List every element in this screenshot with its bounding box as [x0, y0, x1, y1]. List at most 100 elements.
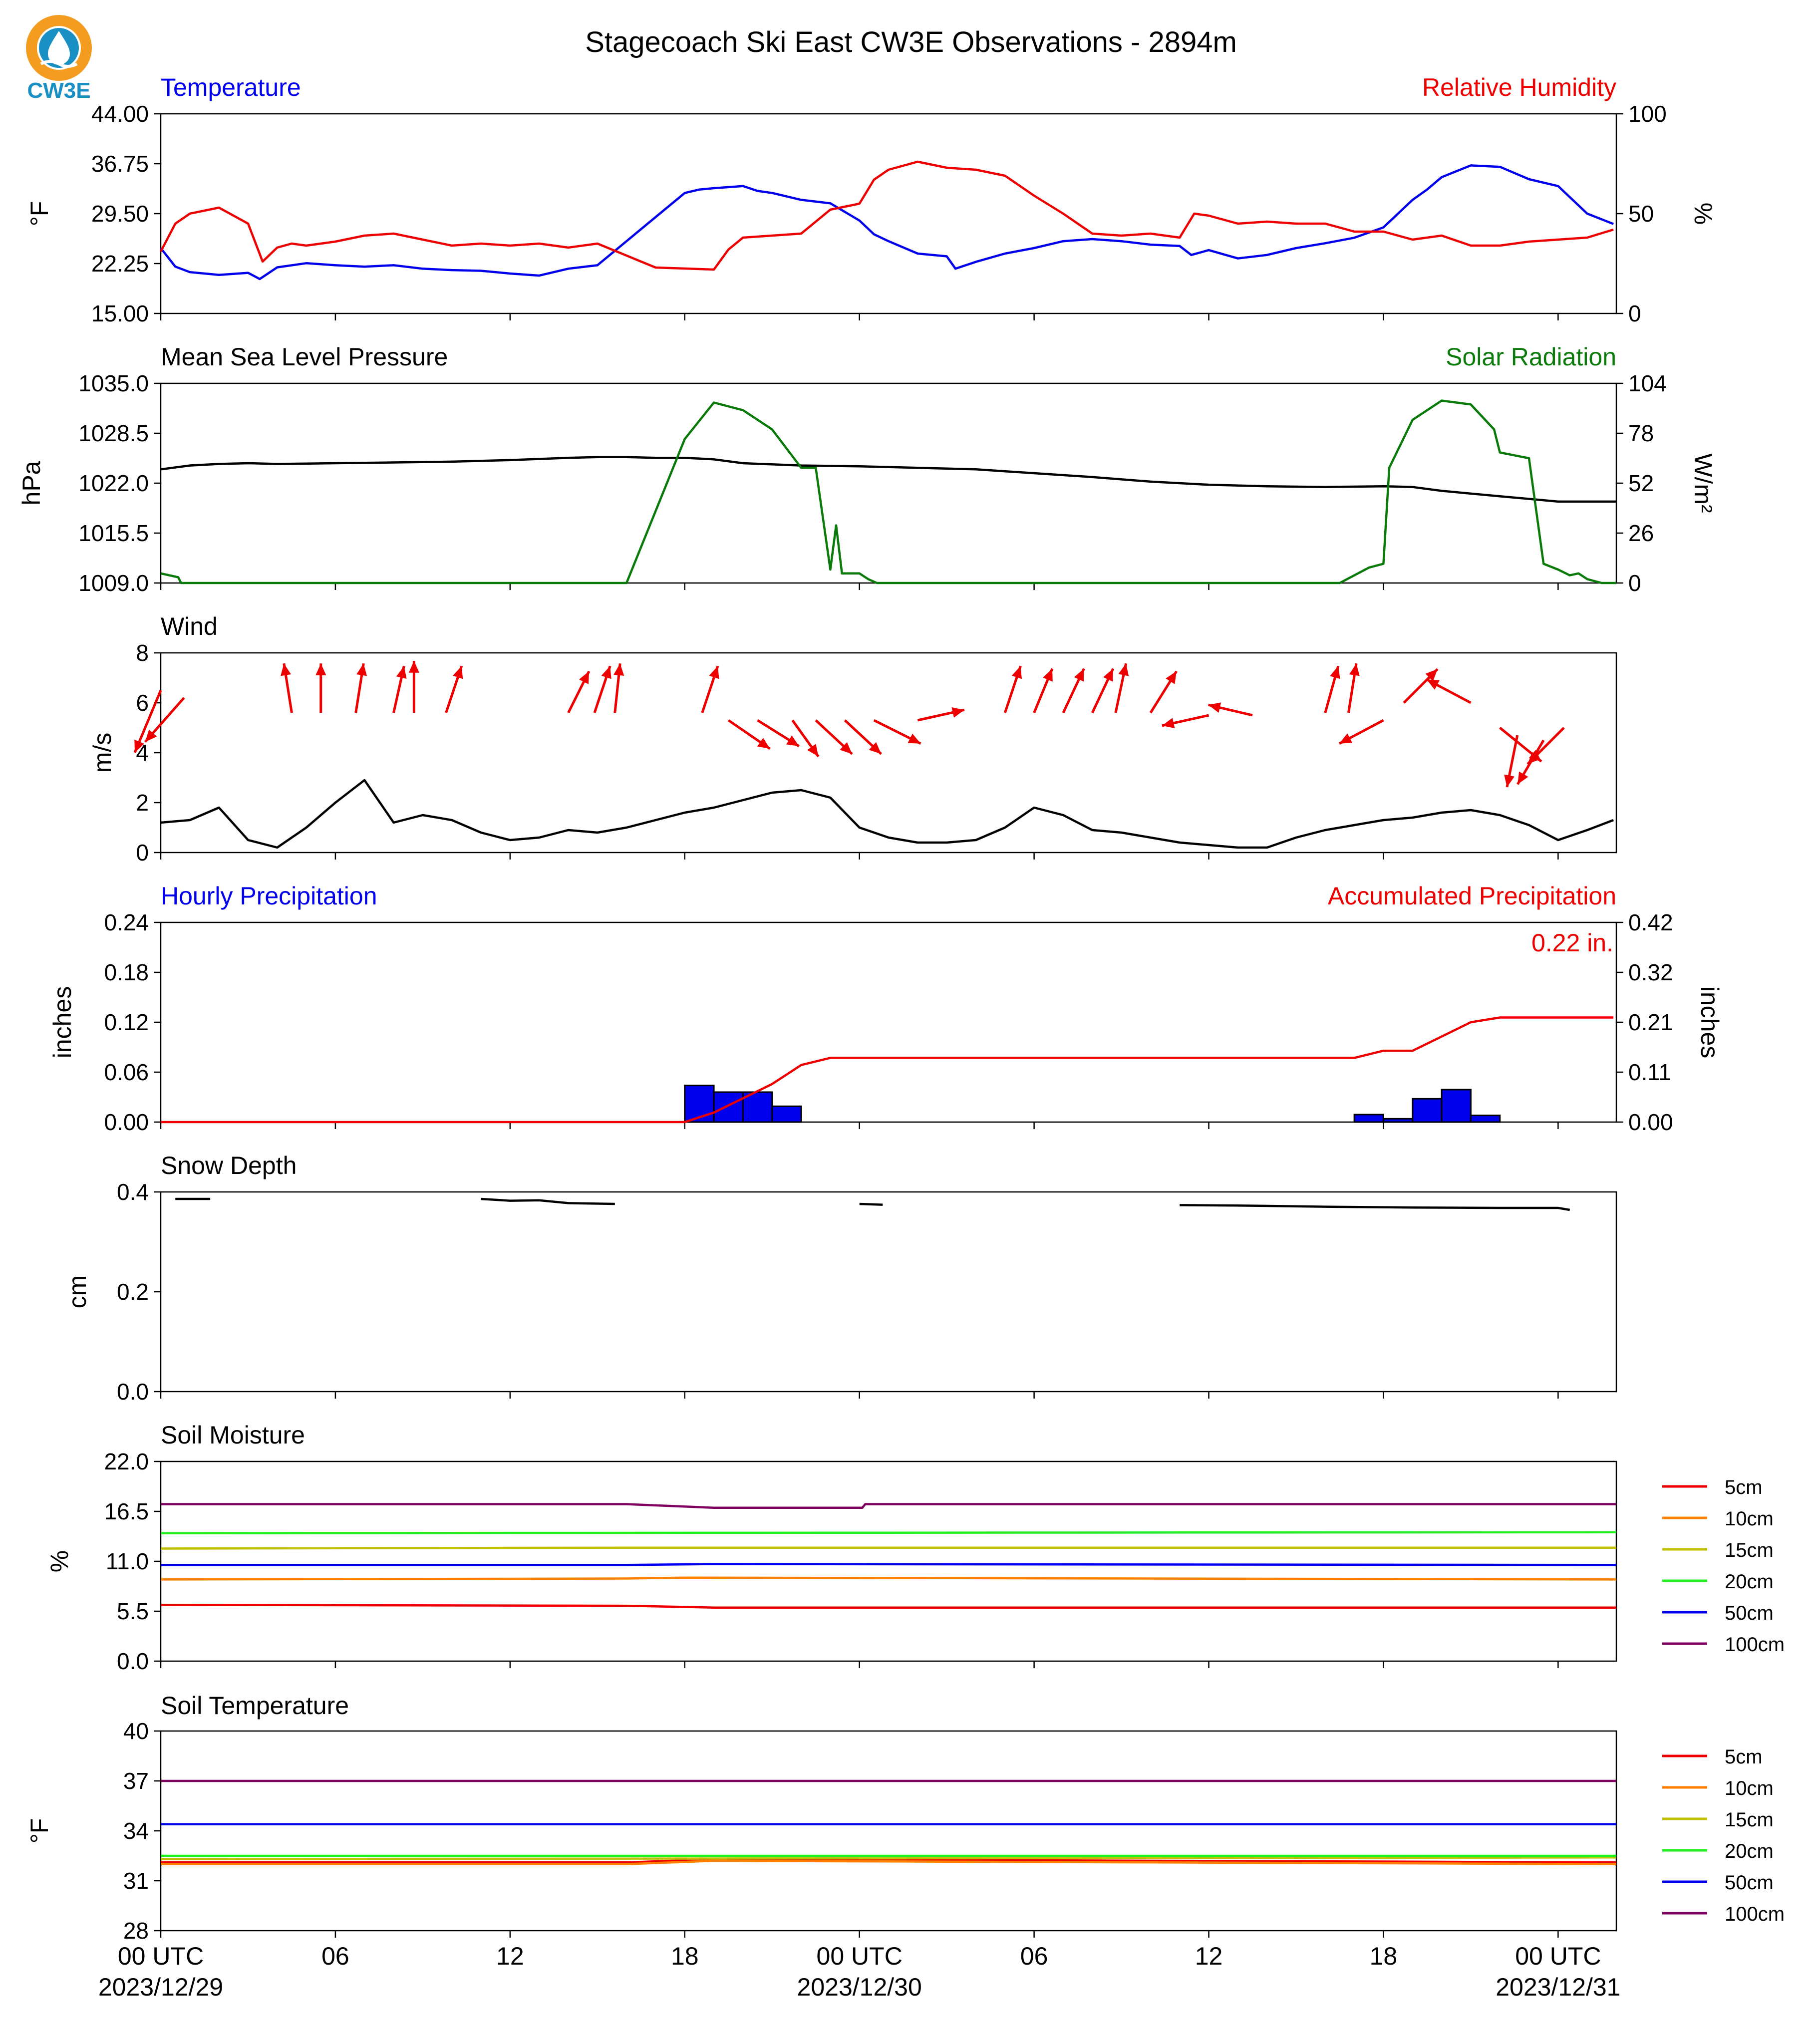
series-line-10cm: [160, 1576, 1617, 1581]
wind-arrow-head-icon: [396, 666, 407, 679]
wind-arrow-head-icon: [1425, 669, 1438, 681]
series-line-20cm: [160, 1531, 1617, 1534]
y-tick-label: 40: [123, 1718, 149, 1744]
wind-arrow-head-icon: [613, 663, 624, 676]
panel-precipitation: Hourly Precipitation Accumulated Precipi…: [48, 882, 1724, 1135]
wind-arrow-head-icon: [1339, 733, 1352, 744]
wind-arrow-head-icon: [908, 733, 921, 744]
wind-arrow-head-icon: [840, 742, 852, 754]
panel-title-hourly-precip: Hourly Precipitation: [161, 882, 377, 910]
y-tick-label: 8: [136, 640, 149, 666]
y-axis-label: m/s: [88, 733, 116, 773]
y-tick-label-right: 0.42: [1628, 909, 1673, 935]
series-line-temperature: [160, 164, 1614, 281]
plot-frame: [160, 382, 1617, 584]
snow-depth-segment: [481, 1197, 615, 1205]
y-tick-label: 0.0: [117, 1648, 149, 1674]
y-tick-label: 15.00: [91, 300, 149, 326]
precip-bar: [771, 1105, 802, 1123]
y-tick-label: 34: [123, 1818, 149, 1844]
y-tick-label: 16.5: [104, 1498, 149, 1524]
precip-bar: [1470, 1115, 1501, 1123]
legend-label: 15cm: [1725, 1809, 1774, 1831]
wind-arrow-head-icon: [356, 663, 367, 676]
y-tick-label: 0.0: [117, 1379, 149, 1405]
y-tick-label: 11.0: [106, 1548, 149, 1574]
wind-arrow-head-icon: [453, 666, 463, 679]
wind-arrow-head-icon: [281, 663, 291, 676]
logo-wave: [40, 60, 78, 68]
x-tick-label: 00 UTC: [817, 1942, 903, 1970]
logo-ring: [26, 15, 92, 81]
series-line-50cm: [161, 1563, 1617, 1566]
y-tick-label-right: 0: [1628, 570, 1641, 596]
y-axis-label-right: W/m²: [1689, 453, 1717, 513]
y-tick-label-right: 0.32: [1628, 959, 1673, 985]
wind-arrow-head-icon: [1208, 702, 1221, 713]
panel-snow-depth: Snow Depth cm 0.0 0.2 0.4: [63, 1152, 1617, 1405]
x-tick-label: 00 UTC: [118, 1942, 204, 1970]
panel-title-wind: Wind: [161, 612, 218, 640]
series-line-15cm: [160, 1856, 1617, 1860]
y-tick-label: 1009.0: [78, 570, 149, 596]
y-tick-label-right: 0.00: [1628, 1109, 1673, 1135]
x-tick-label: 12: [1195, 1942, 1223, 1970]
legend-label: 10cm: [1725, 1508, 1774, 1530]
cw3e-logo: CW3E: [26, 15, 92, 103]
y-tick-label: 0.24: [104, 909, 149, 935]
series-line-mean-sea-level-pressure: [160, 456, 1616, 503]
x-tick-label: 06: [321, 1942, 349, 1970]
y-tick-label: 0: [136, 840, 149, 866]
panel-title-accumulated-precip: Accumulated Precipitation: [1328, 882, 1616, 910]
precip-bar: [1441, 1089, 1472, 1123]
panel-title-soil-temperature: Soil Temperature: [161, 1692, 349, 1720]
wind-arrow-head-icon: [315, 663, 326, 675]
wind-arrow-head-icon: [1103, 668, 1113, 682]
series-line-accumulated-precipitation: [161, 1016, 1614, 1124]
y-axis-label-right: %: [1689, 203, 1717, 225]
panel-title-soil-moisture: Soil Moisture: [161, 1421, 305, 1449]
y-axis-label: hPa: [17, 461, 45, 505]
legend-label: 5cm: [1725, 1746, 1763, 1768]
x-date-label: 2023/12/31: [1496, 1973, 1620, 2001]
wind-arrow-head-icon: [951, 707, 964, 718]
legend-label: 10cm: [1725, 1777, 1774, 1799]
y-tick-label: 0.06: [104, 1059, 149, 1085]
precip-total-annotation: 0.22 in.: [1531, 929, 1613, 957]
y-axis-label: °F: [25, 201, 53, 227]
y-tick-label-right: 100: [1628, 101, 1667, 127]
wind-arrow-head-icon: [134, 739, 144, 753]
precip-bar: [1353, 1114, 1384, 1123]
y-tick-label: 1035.0: [78, 370, 149, 396]
legend-label: 100cm: [1725, 1634, 1785, 1656]
x-tick-label: 00 UTC: [1515, 1942, 1601, 1970]
wind-arrow-head-icon: [579, 671, 590, 684]
plot-frame: [160, 1191, 1617, 1393]
wind-arrow-head-icon: [1011, 666, 1022, 679]
wind-arrow-head-icon: [601, 666, 611, 679]
snow-depth-segment: [859, 1202, 883, 1206]
legend-label: 50cm: [1725, 1602, 1774, 1624]
wind-arrow-head-icon: [145, 729, 157, 742]
y-tick-label-right: 0.21: [1628, 1009, 1673, 1035]
panel-title-temperature: Temperature: [161, 73, 301, 101]
y-axis-label: °F: [25, 1818, 53, 1844]
y-tick-label: 5.5: [117, 1598, 149, 1624]
x-date-label: 2023/12/29: [98, 1973, 223, 2001]
snow-depth-segment: [1180, 1204, 1570, 1211]
x-tick-label: 12: [496, 1942, 524, 1970]
plot-frame: [160, 921, 1617, 1123]
y-tick-label-right: 52: [1628, 470, 1654, 496]
wind-arrow-head-icon: [1166, 671, 1177, 684]
wind-arrow-head-icon: [1043, 668, 1053, 682]
plot-frame: [160, 1460, 1617, 1662]
wind-arrow-head-icon: [408, 661, 419, 673]
y-axis-label: inches: [48, 986, 76, 1059]
wind-arrow-head-icon: [757, 738, 770, 749]
y-tick-label: 0.12: [104, 1009, 149, 1035]
y-tick-label: 6: [136, 690, 149, 716]
y-tick-label: 1022.0: [78, 470, 149, 496]
wind-arrow-head-icon: [1349, 663, 1360, 676]
precip-bar: [713, 1091, 744, 1123]
series-line-solar-radiation: [160, 399, 1616, 584]
